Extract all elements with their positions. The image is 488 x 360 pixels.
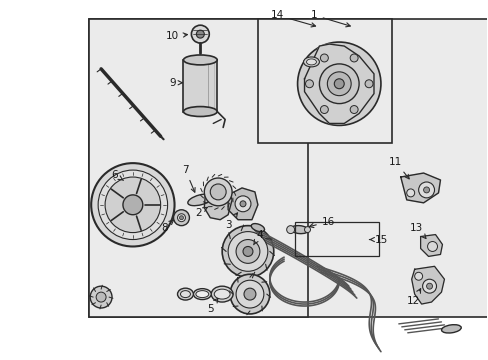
- Circle shape: [406, 189, 414, 197]
- Circle shape: [423, 187, 428, 193]
- Circle shape: [235, 196, 250, 212]
- Circle shape: [222, 226, 273, 277]
- Circle shape: [204, 178, 232, 206]
- Text: 13: 13: [409, 222, 425, 238]
- Ellipse shape: [214, 289, 230, 299]
- Text: 6: 6: [111, 170, 123, 180]
- Bar: [183, 60, 217, 112]
- Ellipse shape: [441, 325, 460, 333]
- Bar: [89, 19, 305, 317]
- Ellipse shape: [290, 226, 308, 234]
- Polygon shape: [420, 235, 442, 256]
- Bar: [294, 222, 378, 256]
- Circle shape: [326, 72, 350, 96]
- Circle shape: [236, 239, 259, 264]
- Circle shape: [179, 216, 183, 220]
- Text: 3: 3: [224, 213, 237, 230]
- Circle shape: [427, 242, 437, 251]
- Text: 14: 14: [270, 10, 315, 27]
- Polygon shape: [228, 188, 257, 220]
- Ellipse shape: [211, 286, 233, 302]
- Bar: [89, 19, 307, 317]
- Circle shape: [319, 64, 358, 104]
- Circle shape: [244, 288, 255, 300]
- Circle shape: [414, 272, 422, 280]
- Polygon shape: [304, 44, 373, 123]
- Ellipse shape: [306, 59, 316, 65]
- Circle shape: [96, 292, 106, 302]
- Circle shape: [349, 105, 357, 113]
- Circle shape: [236, 280, 264, 308]
- Text: 16: 16: [309, 217, 334, 228]
- Circle shape: [305, 80, 313, 88]
- Circle shape: [177, 214, 185, 222]
- Polygon shape: [411, 266, 444, 304]
- Polygon shape: [204, 188, 232, 220]
- Ellipse shape: [177, 288, 193, 300]
- Circle shape: [90, 286, 112, 308]
- Circle shape: [228, 231, 267, 271]
- Text: 12: 12: [406, 289, 420, 306]
- Circle shape: [98, 170, 167, 239]
- Circle shape: [297, 42, 380, 125]
- Text: 2: 2: [195, 207, 207, 218]
- Ellipse shape: [183, 55, 217, 65]
- Circle shape: [320, 54, 327, 62]
- Bar: [89, 19, 488, 317]
- Circle shape: [243, 247, 252, 256]
- Circle shape: [418, 182, 434, 198]
- Text: 4: 4: [253, 230, 263, 245]
- Text: 5: 5: [206, 298, 218, 314]
- Circle shape: [240, 201, 245, 207]
- Circle shape: [334, 79, 344, 89]
- Circle shape: [91, 163, 174, 247]
- Circle shape: [191, 25, 209, 43]
- Circle shape: [196, 30, 204, 38]
- Text: 1: 1: [310, 10, 349, 27]
- Ellipse shape: [187, 194, 212, 206]
- Ellipse shape: [180, 291, 190, 298]
- Circle shape: [426, 283, 432, 289]
- Ellipse shape: [193, 289, 211, 300]
- Circle shape: [210, 184, 225, 200]
- Bar: [257, 19, 391, 143]
- Circle shape: [422, 279, 436, 293]
- Text: 10: 10: [165, 31, 187, 41]
- Circle shape: [105, 177, 161, 233]
- Ellipse shape: [196, 291, 208, 298]
- Text: 7: 7: [182, 165, 195, 192]
- Text: 15: 15: [369, 234, 388, 244]
- Circle shape: [365, 80, 372, 88]
- Polygon shape: [400, 173, 440, 203]
- Ellipse shape: [251, 224, 264, 232]
- Circle shape: [320, 105, 327, 113]
- Circle shape: [349, 54, 357, 62]
- Text: 11: 11: [388, 157, 408, 179]
- Ellipse shape: [183, 107, 217, 117]
- Circle shape: [173, 210, 189, 226]
- Circle shape: [304, 227, 310, 233]
- Circle shape: [122, 195, 142, 215]
- Circle shape: [286, 226, 294, 234]
- Ellipse shape: [303, 57, 319, 67]
- Circle shape: [230, 274, 269, 314]
- Text: 9: 9: [169, 78, 182, 88]
- Text: 8: 8: [161, 220, 173, 233]
